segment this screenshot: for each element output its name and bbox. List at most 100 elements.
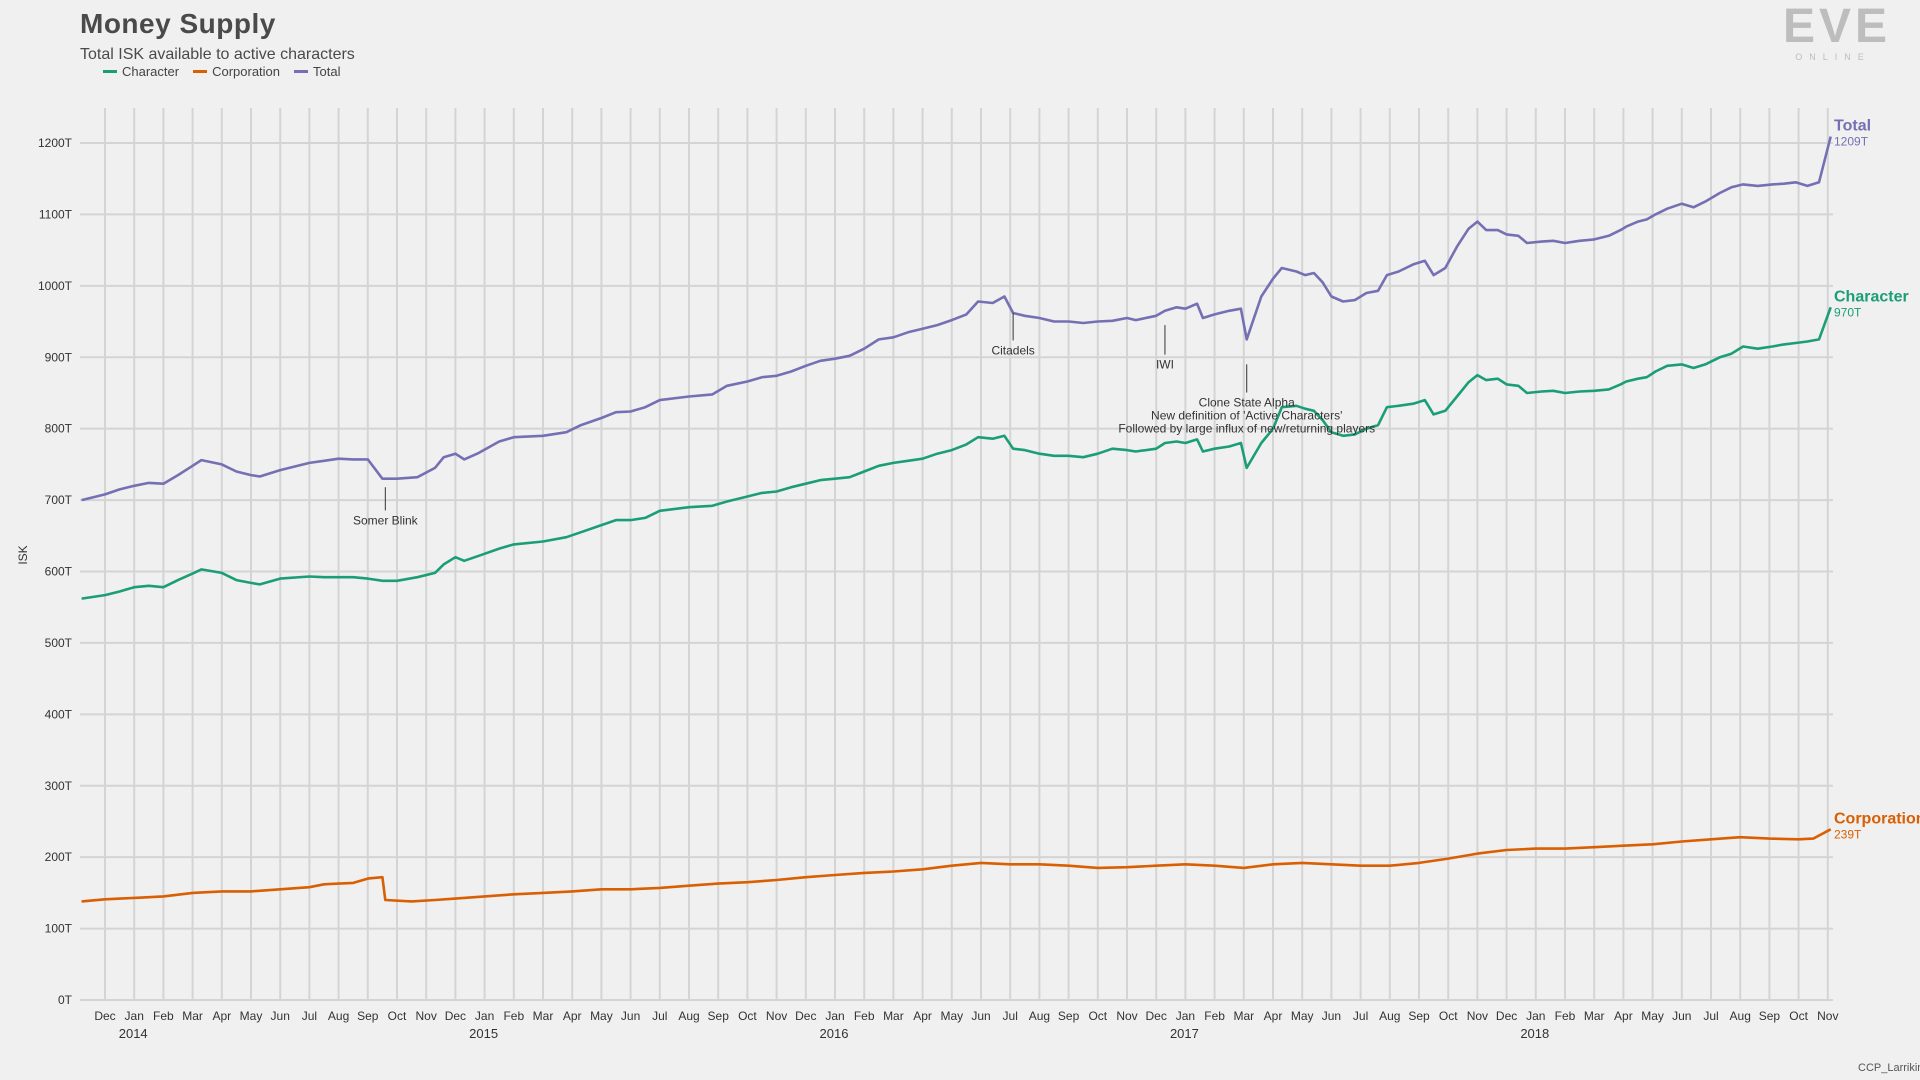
- logo-sub-text: ONLINE: [1795, 52, 1871, 62]
- x-tick-label: Nov: [1467, 1009, 1488, 1023]
- x-tick-label: Aug: [1029, 1009, 1050, 1023]
- x-tick-label: Nov: [766, 1009, 787, 1023]
- y-axis-label: ISK: [16, 545, 30, 564]
- x-tick-label: Jun: [271, 1009, 290, 1023]
- x-tick-label: Jul: [652, 1009, 667, 1023]
- legend-swatch-total: [294, 70, 309, 73]
- x-tick-label: Nov: [416, 1009, 437, 1023]
- x-tick-label: Feb: [153, 1009, 174, 1023]
- author-credit: CCP_Larrikin: [1858, 1062, 1920, 1074]
- x-tick-label: May: [1641, 1009, 1664, 1023]
- legend-label-total: Total: [313, 64, 341, 79]
- x-tick-label: Oct: [1088, 1009, 1107, 1023]
- x-tick-label: Apr: [563, 1009, 582, 1023]
- x-tick-label: Aug: [1379, 1009, 1400, 1023]
- x-year-label: 2015: [469, 1026, 498, 1041]
- y-tick-label: 1000T: [38, 279, 73, 293]
- legend-item-corporation: Corporation: [193, 64, 280, 79]
- y-tick-label: 700T: [45, 493, 73, 507]
- y-tick-label: 0T: [58, 993, 73, 1007]
- x-tick-label: Mar: [182, 1009, 203, 1023]
- x-tick-label: Dec: [94, 1009, 115, 1023]
- x-tick-label: Oct: [1789, 1009, 1808, 1023]
- end-label-character: Character: [1834, 288, 1909, 305]
- logo-main-text: EVE: [1783, 0, 1892, 53]
- annotation-text: Citadels: [991, 343, 1034, 357]
- x-tick-label: Sep: [1408, 1009, 1430, 1023]
- legend-item-total: Total: [294, 64, 340, 79]
- x-tick-label: Aug: [678, 1009, 699, 1023]
- chart-subtitle: Total ISK available to active characters: [80, 46, 355, 63]
- y-tick-label: 600T: [45, 565, 73, 579]
- y-tick-label: 500T: [45, 636, 73, 650]
- x-tick-label: Jan: [125, 1009, 144, 1023]
- x-tick-label: Dec: [1146, 1009, 1167, 1023]
- y-tick-label: 1100T: [39, 207, 73, 221]
- x-year-label: 2017: [1170, 1026, 1199, 1041]
- x-year-label: 2018: [1520, 1026, 1549, 1041]
- x-tick-label: Sep: [708, 1009, 730, 1023]
- legend: Character Corporation Total: [103, 64, 340, 79]
- x-tick-label: Apr: [913, 1009, 932, 1023]
- end-value-corporation: 239T: [1834, 827, 1862, 841]
- end-label-corporation: Corporation: [1834, 810, 1920, 827]
- x-tick-label: Nov: [1116, 1009, 1137, 1023]
- end-value-character: 970T: [1834, 305, 1862, 319]
- x-tick-label: Jun: [621, 1009, 640, 1023]
- x-tick-label: Sep: [1058, 1009, 1080, 1023]
- x-tick-label: Aug: [1730, 1009, 1751, 1023]
- x-tick-label: May: [940, 1009, 963, 1023]
- x-tick-label: Oct: [388, 1009, 407, 1023]
- x-tick-label: Oct: [738, 1009, 757, 1023]
- x-tick-label: Jan: [825, 1009, 844, 1023]
- x-tick-label: Jan: [1176, 1009, 1195, 1023]
- x-tick-label: Apr: [1614, 1009, 1633, 1023]
- x-tick-label: Dec: [795, 1009, 816, 1023]
- y-tick-label: 200T: [45, 850, 73, 864]
- x-tick-label: May: [590, 1009, 613, 1023]
- y-tick-label: 300T: [45, 779, 73, 793]
- x-tick-label: Jul: [1703, 1009, 1718, 1023]
- annotation-text: Followed by large influx of new/returnin…: [1118, 422, 1375, 436]
- x-tick-label: Dec: [1496, 1009, 1517, 1023]
- x-tick-label: Jan: [475, 1009, 494, 1023]
- x-tick-label: Nov: [1817, 1009, 1838, 1023]
- legend-label-corporation: Corporation: [212, 64, 281, 79]
- annotation-text: IWI: [1156, 358, 1174, 372]
- x-tick-label: Mar: [1233, 1009, 1254, 1023]
- x-tick-label: Mar: [1584, 1009, 1605, 1023]
- x-tick-label: May: [1291, 1009, 1314, 1023]
- y-tick-label: 400T: [45, 707, 73, 721]
- legend-swatch-character: [103, 70, 117, 73]
- x-tick-label: May: [240, 1009, 263, 1023]
- x-tick-label: Sep: [1759, 1009, 1781, 1023]
- y-tick-label: 800T: [45, 422, 73, 436]
- x-tick-label: Dec: [445, 1009, 466, 1023]
- x-tick-label: Mar: [533, 1009, 554, 1023]
- x-tick-label: Jul: [1353, 1009, 1368, 1023]
- series-line-character: [81, 306, 1832, 600]
- x-tick-label: Aug: [328, 1009, 349, 1023]
- x-tick-label: Mar: [883, 1009, 904, 1023]
- y-tick-label: 900T: [45, 350, 73, 364]
- x-tick-label: Feb: [1204, 1009, 1225, 1023]
- x-tick-label: Jul: [1003, 1009, 1018, 1023]
- x-tick-label: Apr: [1264, 1009, 1283, 1023]
- x-tick-label: Jun: [1672, 1009, 1691, 1023]
- chart-title: Money Supply: [80, 8, 276, 39]
- end-label-total: Total: [1834, 118, 1871, 135]
- legend-label-character: Character: [122, 64, 180, 79]
- x-tick-label: Feb: [854, 1009, 875, 1023]
- x-tick-label: Jan: [1526, 1009, 1545, 1023]
- x-tick-label: Feb: [1555, 1009, 1576, 1023]
- x-year-label: 2014: [119, 1026, 148, 1041]
- x-tick-label: Oct: [1439, 1009, 1458, 1023]
- x-tick-label: Feb: [503, 1009, 524, 1023]
- annotation-text: Clone State Alpha: [1199, 396, 1295, 410]
- legend-swatch-corporation: [193, 70, 208, 73]
- y-tick-label: 1200T: [38, 136, 73, 150]
- end-value-total: 1209T: [1834, 135, 1869, 149]
- y-tick-label: 100T: [45, 922, 73, 936]
- x-year-label: 2016: [820, 1026, 849, 1041]
